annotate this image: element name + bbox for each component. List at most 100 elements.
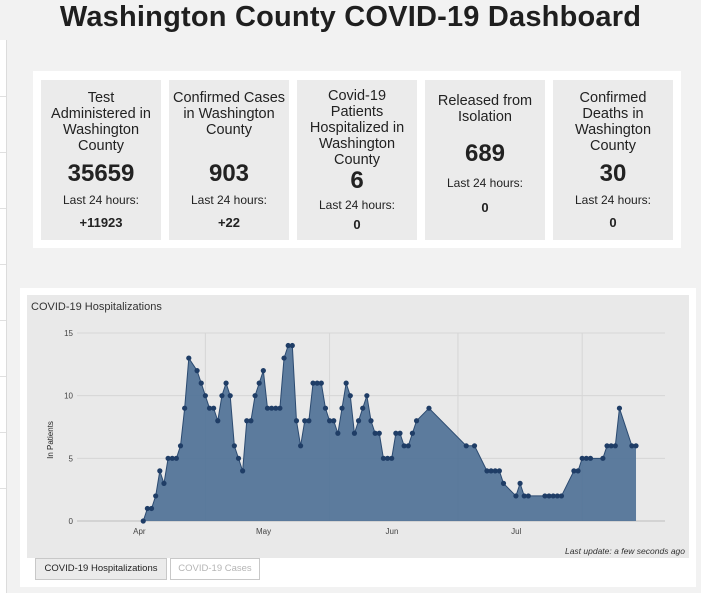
data-point <box>264 405 271 411</box>
kpi-value: 689 <box>464 140 506 167</box>
data-point <box>244 418 250 424</box>
data-point <box>211 405 217 411</box>
data-point <box>471 443 478 449</box>
data-point <box>157 468 163 474</box>
data-point <box>173 455 179 461</box>
data-point <box>248 418 254 424</box>
data-point <box>252 393 258 399</box>
data-point <box>405 443 411 449</box>
kpi-label: Test Administered in Washington County <box>51 90 151 154</box>
kpi-card-cases: Confirmed Cases in Washington County 903… <box>169 80 289 240</box>
tab-cases[interactable]: COVID-19 Cases <box>170 558 260 580</box>
data-point <box>169 455 175 461</box>
data-point <box>521 493 527 499</box>
data-point <box>161 480 167 486</box>
kpi-sub-label: Last 24 hours: <box>62 193 140 207</box>
last-update-label: Last update: a few seconds ago <box>565 546 685 556</box>
data-point <box>587 455 594 461</box>
y-tick-label: 5 <box>69 454 74 463</box>
data-point <box>223 380 229 386</box>
data-point <box>240 468 246 474</box>
kpi-value: 6 <box>350 167 364 194</box>
data-point <box>554 493 560 499</box>
data-point <box>484 468 490 474</box>
data-point <box>583 455 589 461</box>
data-point <box>231 443 237 449</box>
data-point <box>389 455 395 461</box>
kpi-delta: +11923 <box>79 215 123 230</box>
hospitalizations-chart: COVID-19 Hospitalizations In Patients 0 5… <box>31 301 685 556</box>
kpi-card-hospitalized: Covid-19 Patients Hospitalized in Washin… <box>297 80 417 240</box>
data-point <box>463 443 469 449</box>
kpi-sub-label: Last 24 hours: <box>318 198 396 212</box>
kpi-card-deaths: Confirmed Deaths in Washington County 30… <box>553 80 673 240</box>
kpi-label: Released from Isolation <box>437 93 533 125</box>
kpi-label: Confirmed Deaths in Washington County <box>574 90 652 154</box>
kpi-label: Confirmed Cases in Washington County <box>173 90 286 138</box>
data-point <box>148 505 155 512</box>
data-point <box>289 342 295 349</box>
data-point <box>604 443 610 449</box>
data-point <box>186 355 192 361</box>
data-point <box>376 430 382 436</box>
data-point <box>413 418 420 424</box>
x-tick-label: May <box>256 527 271 536</box>
data-point <box>298 443 304 449</box>
x-ticks: Apr May Jun Jul <box>133 527 521 536</box>
data-point <box>302 418 308 424</box>
data-point <box>206 405 213 411</box>
data-point <box>401 443 407 449</box>
kpi-sub-label: Last 24 hours: <box>190 193 268 207</box>
kpi-value: 30 <box>599 160 627 187</box>
data-point <box>202 393 208 399</box>
data-point <box>600 455 606 461</box>
y-tick-label: 15 <box>64 329 73 338</box>
page-title: Washington County COVID-19 Dashboard <box>59 1 642 33</box>
data-point <box>219 393 225 399</box>
x-tick-label: Jul <box>511 527 521 536</box>
data-point <box>393 430 399 436</box>
kpi-value: 903 <box>208 160 250 187</box>
data-point <box>339 405 345 411</box>
x-tick-label: Jun <box>386 527 399 536</box>
kpi-label: Covid-19 Patients Hospitalized in Washin… <box>309 88 405 168</box>
data-point <box>351 430 358 436</box>
data-point <box>633 443 639 449</box>
data-point <box>426 405 432 411</box>
data-point <box>360 405 366 411</box>
data-point <box>318 380 324 386</box>
y-axis-label: In Patients <box>46 421 55 459</box>
data-point <box>384 455 391 461</box>
data-point <box>608 443 614 449</box>
data-point <box>331 418 337 424</box>
data-point <box>306 418 312 424</box>
data-point <box>372 430 378 436</box>
data-point <box>281 355 287 361</box>
data-point <box>335 430 341 436</box>
data-point <box>517 480 523 486</box>
data-point <box>496 468 502 474</box>
data-point <box>347 393 353 399</box>
kpi-delta: 0 <box>481 200 489 215</box>
kpi-delta: 0 <box>609 215 617 230</box>
data-point <box>571 468 577 474</box>
data-point <box>525 493 531 499</box>
data-point <box>285 342 291 349</box>
data-point <box>368 418 374 424</box>
x-tick-label: Apr <box>133 527 146 536</box>
data-point <box>612 443 618 449</box>
data-point <box>144 505 150 512</box>
data-point <box>513 493 519 499</box>
data-point <box>542 493 548 499</box>
tab-hospitalizations[interactable]: COVID-19 Hospitalizations <box>35 558 167 580</box>
data-point <box>140 518 146 524</box>
series <box>140 342 639 524</box>
kpi-value: 35659 <box>67 160 135 187</box>
data-point <box>260 368 266 374</box>
data-point <box>256 380 262 386</box>
data-point <box>492 468 498 474</box>
data-point <box>293 418 300 424</box>
data-point <box>165 455 171 461</box>
series-area <box>143 345 637 521</box>
data-point <box>579 455 585 461</box>
